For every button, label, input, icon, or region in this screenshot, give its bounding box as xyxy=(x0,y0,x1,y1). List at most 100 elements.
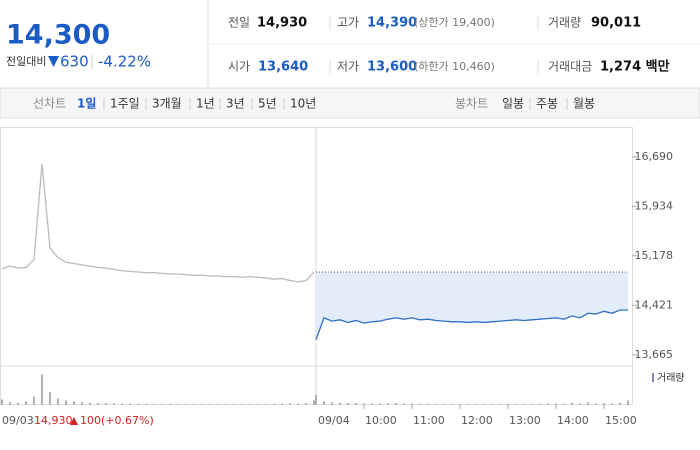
stat-value: 13,600 xyxy=(367,60,417,75)
x-tick-label: 14:00 xyxy=(557,414,589,427)
volume-bar xyxy=(323,401,325,405)
volume-bar xyxy=(305,403,307,405)
stat-label: 거래대금 xyxy=(548,60,592,74)
volume-bar xyxy=(555,403,557,405)
volume-bar xyxy=(225,404,227,405)
volume-bar xyxy=(427,403,429,405)
x-tick-label: 11:00 xyxy=(413,414,445,427)
tab[interactable]: 월봉 xyxy=(573,97,595,111)
volume-bar xyxy=(73,401,75,405)
volume-bar xyxy=(137,403,139,405)
x-tick-label: 12:00 xyxy=(461,414,493,427)
stat-value: 1,274 백만 xyxy=(600,59,670,75)
y-tick-label: 14,421 xyxy=(635,298,674,311)
volume-bar xyxy=(313,400,315,405)
volume-bar xyxy=(281,403,283,405)
tab-group-label: 선차트 xyxy=(33,97,66,111)
volume-bar xyxy=(499,404,501,405)
volume-bar xyxy=(475,404,477,405)
volume-bar xyxy=(387,403,389,405)
volume-bar xyxy=(169,403,171,405)
tab[interactable]: 1일 xyxy=(77,97,96,111)
stat-sub: (하한가 10,460) xyxy=(414,59,495,73)
stat-value: 90,011 xyxy=(591,16,641,31)
stat-value: 13,640 xyxy=(258,60,308,75)
volume-bar xyxy=(371,403,373,405)
volume-bar xyxy=(193,404,195,405)
volume-bar xyxy=(539,403,541,405)
tab-bar xyxy=(0,87,700,119)
area xyxy=(316,272,628,340)
stat-sub: (상한가 19,400) xyxy=(414,16,495,29)
volume-bar xyxy=(619,402,621,405)
volume-bar xyxy=(459,404,461,405)
volume-bar xyxy=(9,402,11,405)
volume-bar xyxy=(153,404,155,405)
price-line xyxy=(1,163,315,283)
change: 630 xyxy=(60,53,89,71)
volume-bar xyxy=(315,394,317,405)
tab[interactable]: 일봉 xyxy=(502,97,524,111)
y-tick-label: 15,934 xyxy=(635,199,674,212)
volume-bar xyxy=(587,402,589,405)
volume-bar xyxy=(297,403,299,405)
volume-bar xyxy=(467,404,469,405)
volume-bar xyxy=(547,403,549,405)
tab[interactable]: 5년 xyxy=(258,97,277,111)
volume-bar xyxy=(201,404,203,405)
volume-bar xyxy=(355,403,357,405)
volume-bar xyxy=(217,404,219,405)
prev-change-pct: (+0.67%) xyxy=(101,414,154,427)
tab[interactable]: 1년 xyxy=(196,97,215,111)
volume-bar xyxy=(265,404,267,405)
volume-bar xyxy=(105,403,107,405)
volume-bar xyxy=(129,403,131,405)
stat-label: 전일 xyxy=(228,16,250,30)
prev-close: 14,930 xyxy=(34,414,73,427)
volume-bar xyxy=(515,404,517,405)
price: 14,300 xyxy=(6,20,110,51)
volume-bar xyxy=(57,398,59,405)
volume-bar xyxy=(531,404,533,405)
volume-bar xyxy=(347,403,349,405)
volume-bar xyxy=(89,402,91,405)
volume-bar xyxy=(145,403,147,405)
legend-label: 거래량 xyxy=(657,372,685,384)
legend-swatch xyxy=(652,373,654,382)
volume-bar xyxy=(379,403,381,405)
tab[interactable]: 10년 xyxy=(290,97,316,111)
x-tick-label: 15:00 xyxy=(605,414,637,427)
volume-bar xyxy=(331,402,333,405)
volume-bar xyxy=(363,403,365,405)
y-tick-label: 16,690 xyxy=(635,150,674,163)
tab-group-label: 봉차트 xyxy=(455,97,488,111)
x-tick-label: 09/03 xyxy=(2,414,34,427)
stat-value: 14,390 xyxy=(367,16,417,31)
volume-bar xyxy=(25,401,27,405)
x-tick-label: 09/04 xyxy=(318,414,350,427)
tab[interactable]: 주봉 xyxy=(536,97,558,111)
change-label: 전일대비 xyxy=(6,54,46,68)
volume-bar xyxy=(571,402,573,405)
volume-bar xyxy=(249,404,251,405)
tab[interactable]: 3년 xyxy=(226,97,245,111)
change-pct: -4.22% xyxy=(98,53,151,71)
volume-bar xyxy=(579,403,581,405)
stat-value: 14,930 xyxy=(257,16,307,31)
volume-bar xyxy=(209,404,211,405)
volume-bar xyxy=(603,403,605,405)
volume-bar xyxy=(97,403,99,405)
volume-bar xyxy=(627,400,629,405)
volume-bar xyxy=(523,404,525,405)
volume-bar xyxy=(49,392,51,405)
volume-bar xyxy=(1,399,3,405)
volume-bar xyxy=(595,403,597,405)
up-arrow xyxy=(70,417,78,425)
volume-bar xyxy=(403,403,405,405)
volume-bar xyxy=(339,402,341,405)
tab[interactable]: 3개월 xyxy=(152,97,182,111)
volume-bar xyxy=(177,404,179,405)
volume-bar xyxy=(17,402,19,405)
tab[interactable]: 1주일 xyxy=(110,97,140,111)
